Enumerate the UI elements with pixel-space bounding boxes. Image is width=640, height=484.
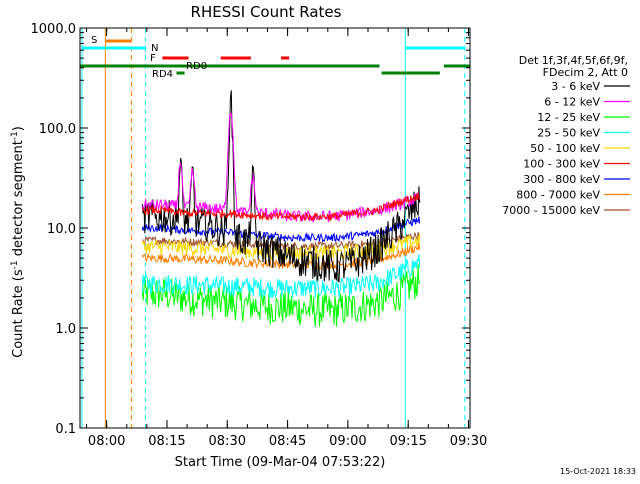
series-line-3-6kev: [141, 90, 421, 283]
legend-entry-label: 3 - 6 keV: [551, 80, 600, 93]
y-tick-label: 10.0: [47, 222, 76, 237]
legend-header-line: FDecim 2, Att 0: [543, 66, 628, 79]
x-tick-label: 09:00: [329, 434, 366, 449]
legend: Det 1f,3f,4f,5f,6f,9f,FDecim 2, Att 03 -…: [502, 54, 630, 217]
series-line-12-25kev: [141, 263, 421, 327]
flag-label-rd4: RD4: [152, 69, 173, 80]
flag-label-s: S: [91, 35, 97, 46]
y-tick-label: 0.1: [55, 422, 76, 437]
axes: 1000.0 100.0 10.0 1.0 0.1 08:00 08:15 08:30 08:4…: [31, 22, 488, 449]
legend-entry-label: 50 - 100 keV: [530, 142, 600, 155]
footer-timestamp: 15-Oct-2021 18:33: [560, 467, 636, 476]
legend-entry-label: 25 - 50 keV: [537, 127, 600, 140]
flag-label-f: F: [150, 53, 156, 64]
series-line-6-12kev: [141, 112, 421, 223]
y-axis-label-sup2: -1: [10, 131, 20, 140]
legend-entry-label: 800 - 7000 keV: [516, 189, 600, 202]
series-line-100-300kev: [141, 193, 421, 222]
y-axis-label-mid: detector segment: [11, 140, 26, 260]
y-tick-label: 1.0: [55, 322, 76, 337]
legend-entry-label: 6 - 12 keV: [544, 96, 600, 109]
chart-title: RHESSI Count Rates: [191, 3, 342, 21]
legend-entry-label: 300 - 800 keV: [523, 173, 600, 186]
series-line-25-50kev: [141, 254, 421, 299]
y-axis-label-text: Count Rate (s: [11, 269, 26, 358]
y-axis-label-sup1: -1: [10, 260, 20, 269]
x-tick-label: 08:30: [209, 434, 246, 449]
y-tick-label: 1000.0: [31, 22, 77, 37]
x-axis-label: Start Time (09-Mar-04 07:53:22): [175, 455, 386, 470]
x-tick-label: 08:15: [148, 434, 185, 449]
plot-frame: [79, 27, 471, 429]
legend-entry-label: 7000 - 15000 keV: [502, 204, 600, 217]
x-tick-label: 08:00: [88, 434, 125, 449]
legend-entry-label: 12 - 25 keV: [537, 111, 600, 124]
y-axis-label-end: ): [11, 126, 26, 131]
x-tick-label: 09:15: [389, 434, 426, 449]
y-tick-label: 100.0: [39, 122, 76, 137]
y-axis-label: Count Rate (s-1 detector segment-1): [10, 126, 26, 358]
flag-label-rd0: RD0: [186, 61, 207, 72]
legend-entry-label: 100 - 300 keV: [523, 158, 600, 171]
x-tick-label: 09:30: [450, 434, 487, 449]
legend-header-line: Det 1f,3f,4f,5f,6f,9f,: [519, 54, 628, 67]
x-tick-label: 08:45: [269, 434, 306, 449]
flag-label-n: N: [151, 43, 158, 54]
plot-area: S NF RD0 RD4: [80, 28, 470, 428]
